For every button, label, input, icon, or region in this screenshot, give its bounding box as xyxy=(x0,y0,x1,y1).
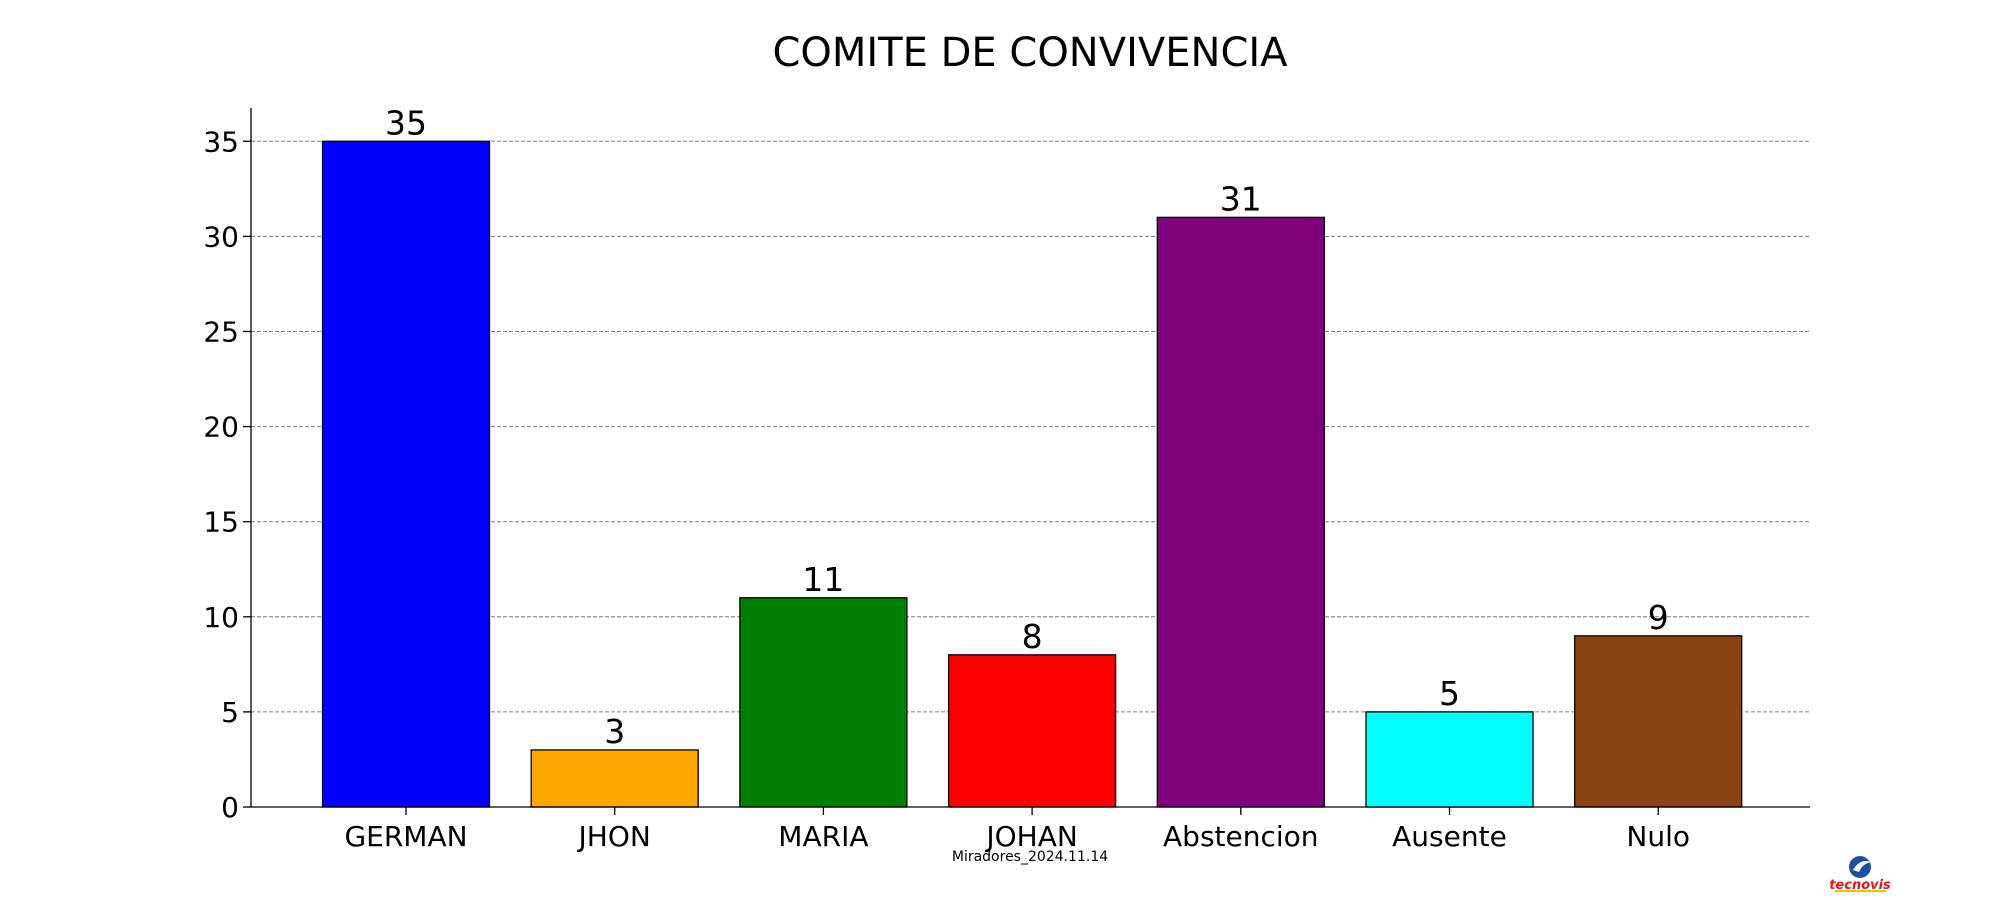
grid-layer xyxy=(251,140,1810,713)
logo-text: tecnovis xyxy=(1829,878,1891,893)
data-label: 3 xyxy=(604,712,625,751)
data-label: 9 xyxy=(1648,598,1669,637)
data-label: 11 xyxy=(802,560,844,599)
bar-nulo xyxy=(1574,635,1743,808)
y-tick-label: 0 xyxy=(221,791,239,824)
y-tick-label: 20 xyxy=(203,411,239,444)
x-tick-label: MARIA xyxy=(778,820,868,853)
y-tick-label: 30 xyxy=(203,220,239,253)
x-tick-label: Abstencion xyxy=(1163,820,1319,853)
bar-abstencion xyxy=(1156,216,1325,808)
y-tick-label: 15 xyxy=(203,506,239,539)
data-label: 8 xyxy=(1022,617,1043,656)
x-tick-label: Nulo xyxy=(1626,820,1690,853)
y-tick-label: 5 xyxy=(221,696,239,729)
bar-german xyxy=(321,140,491,808)
bars-layer xyxy=(321,140,1743,808)
data-label: 5 xyxy=(1439,674,1460,713)
labels-layer: GERMAN 35 JHON 3 MARIA 11 JOHAN 8 Abstencion 31 Au… xyxy=(344,103,1690,853)
company-logo: tecnovis xyxy=(1829,856,1891,893)
x-tick-label: Ausente xyxy=(1392,820,1507,853)
x-tick-label: JOHAN xyxy=(984,820,1077,853)
chart-title: COMITE DE CONVIVENCIA xyxy=(772,30,1288,76)
x-tick-label: GERMAN xyxy=(344,820,467,853)
globe-swoosh xyxy=(1853,861,1871,872)
bar-ausente xyxy=(1365,711,1534,808)
data-label: 35 xyxy=(385,103,427,142)
y-tick-label: 25 xyxy=(203,315,239,348)
bar-maria xyxy=(739,597,908,808)
y-tick-label: 35 xyxy=(203,125,239,158)
data-label: 31 xyxy=(1220,179,1262,218)
y-tick-label: 10 xyxy=(203,601,239,634)
axes-layer xyxy=(250,108,1810,808)
bar-johan xyxy=(947,654,1117,808)
x-tick-label: JHON xyxy=(577,820,651,853)
x-axis-caption: Miradores_2024.11.14 xyxy=(952,849,1108,865)
bar-jhon xyxy=(530,749,699,808)
